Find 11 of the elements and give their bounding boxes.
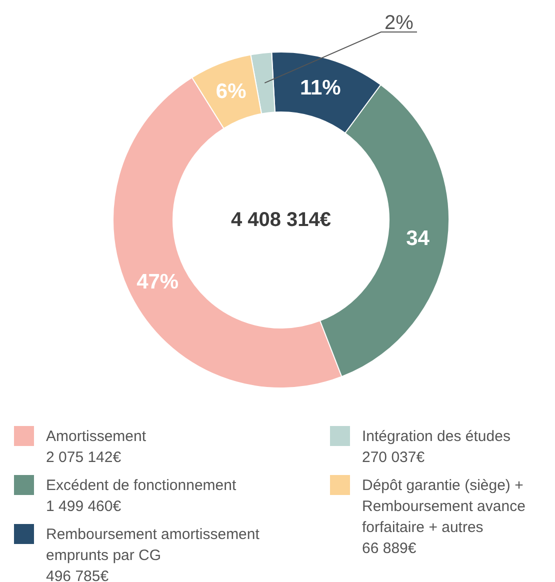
legend-label: Intégration des études 270 037€ [362, 428, 510, 466]
data-label: 34 [406, 226, 430, 250]
data-label: 6% [216, 80, 247, 103]
legend-label: Remboursement amortissement emprunts par CG 496 785€ [46, 526, 260, 582]
data-label: 11% [300, 76, 342, 100]
text: 4 408 314€ [230, 209, 332, 231]
legend-label: Amortissement 2 075 142€ [46, 428, 147, 466]
data-label: 47% [136, 270, 179, 294]
legend-label: Dépôt garantie (siège) + Remboursement avance forfaitaire + autres 66 889€ [362, 477, 526, 557]
legend-label: Excédent de fonctionnement 1 499 460€ [46, 477, 237, 515]
data-label: 2% [384, 12, 414, 34]
